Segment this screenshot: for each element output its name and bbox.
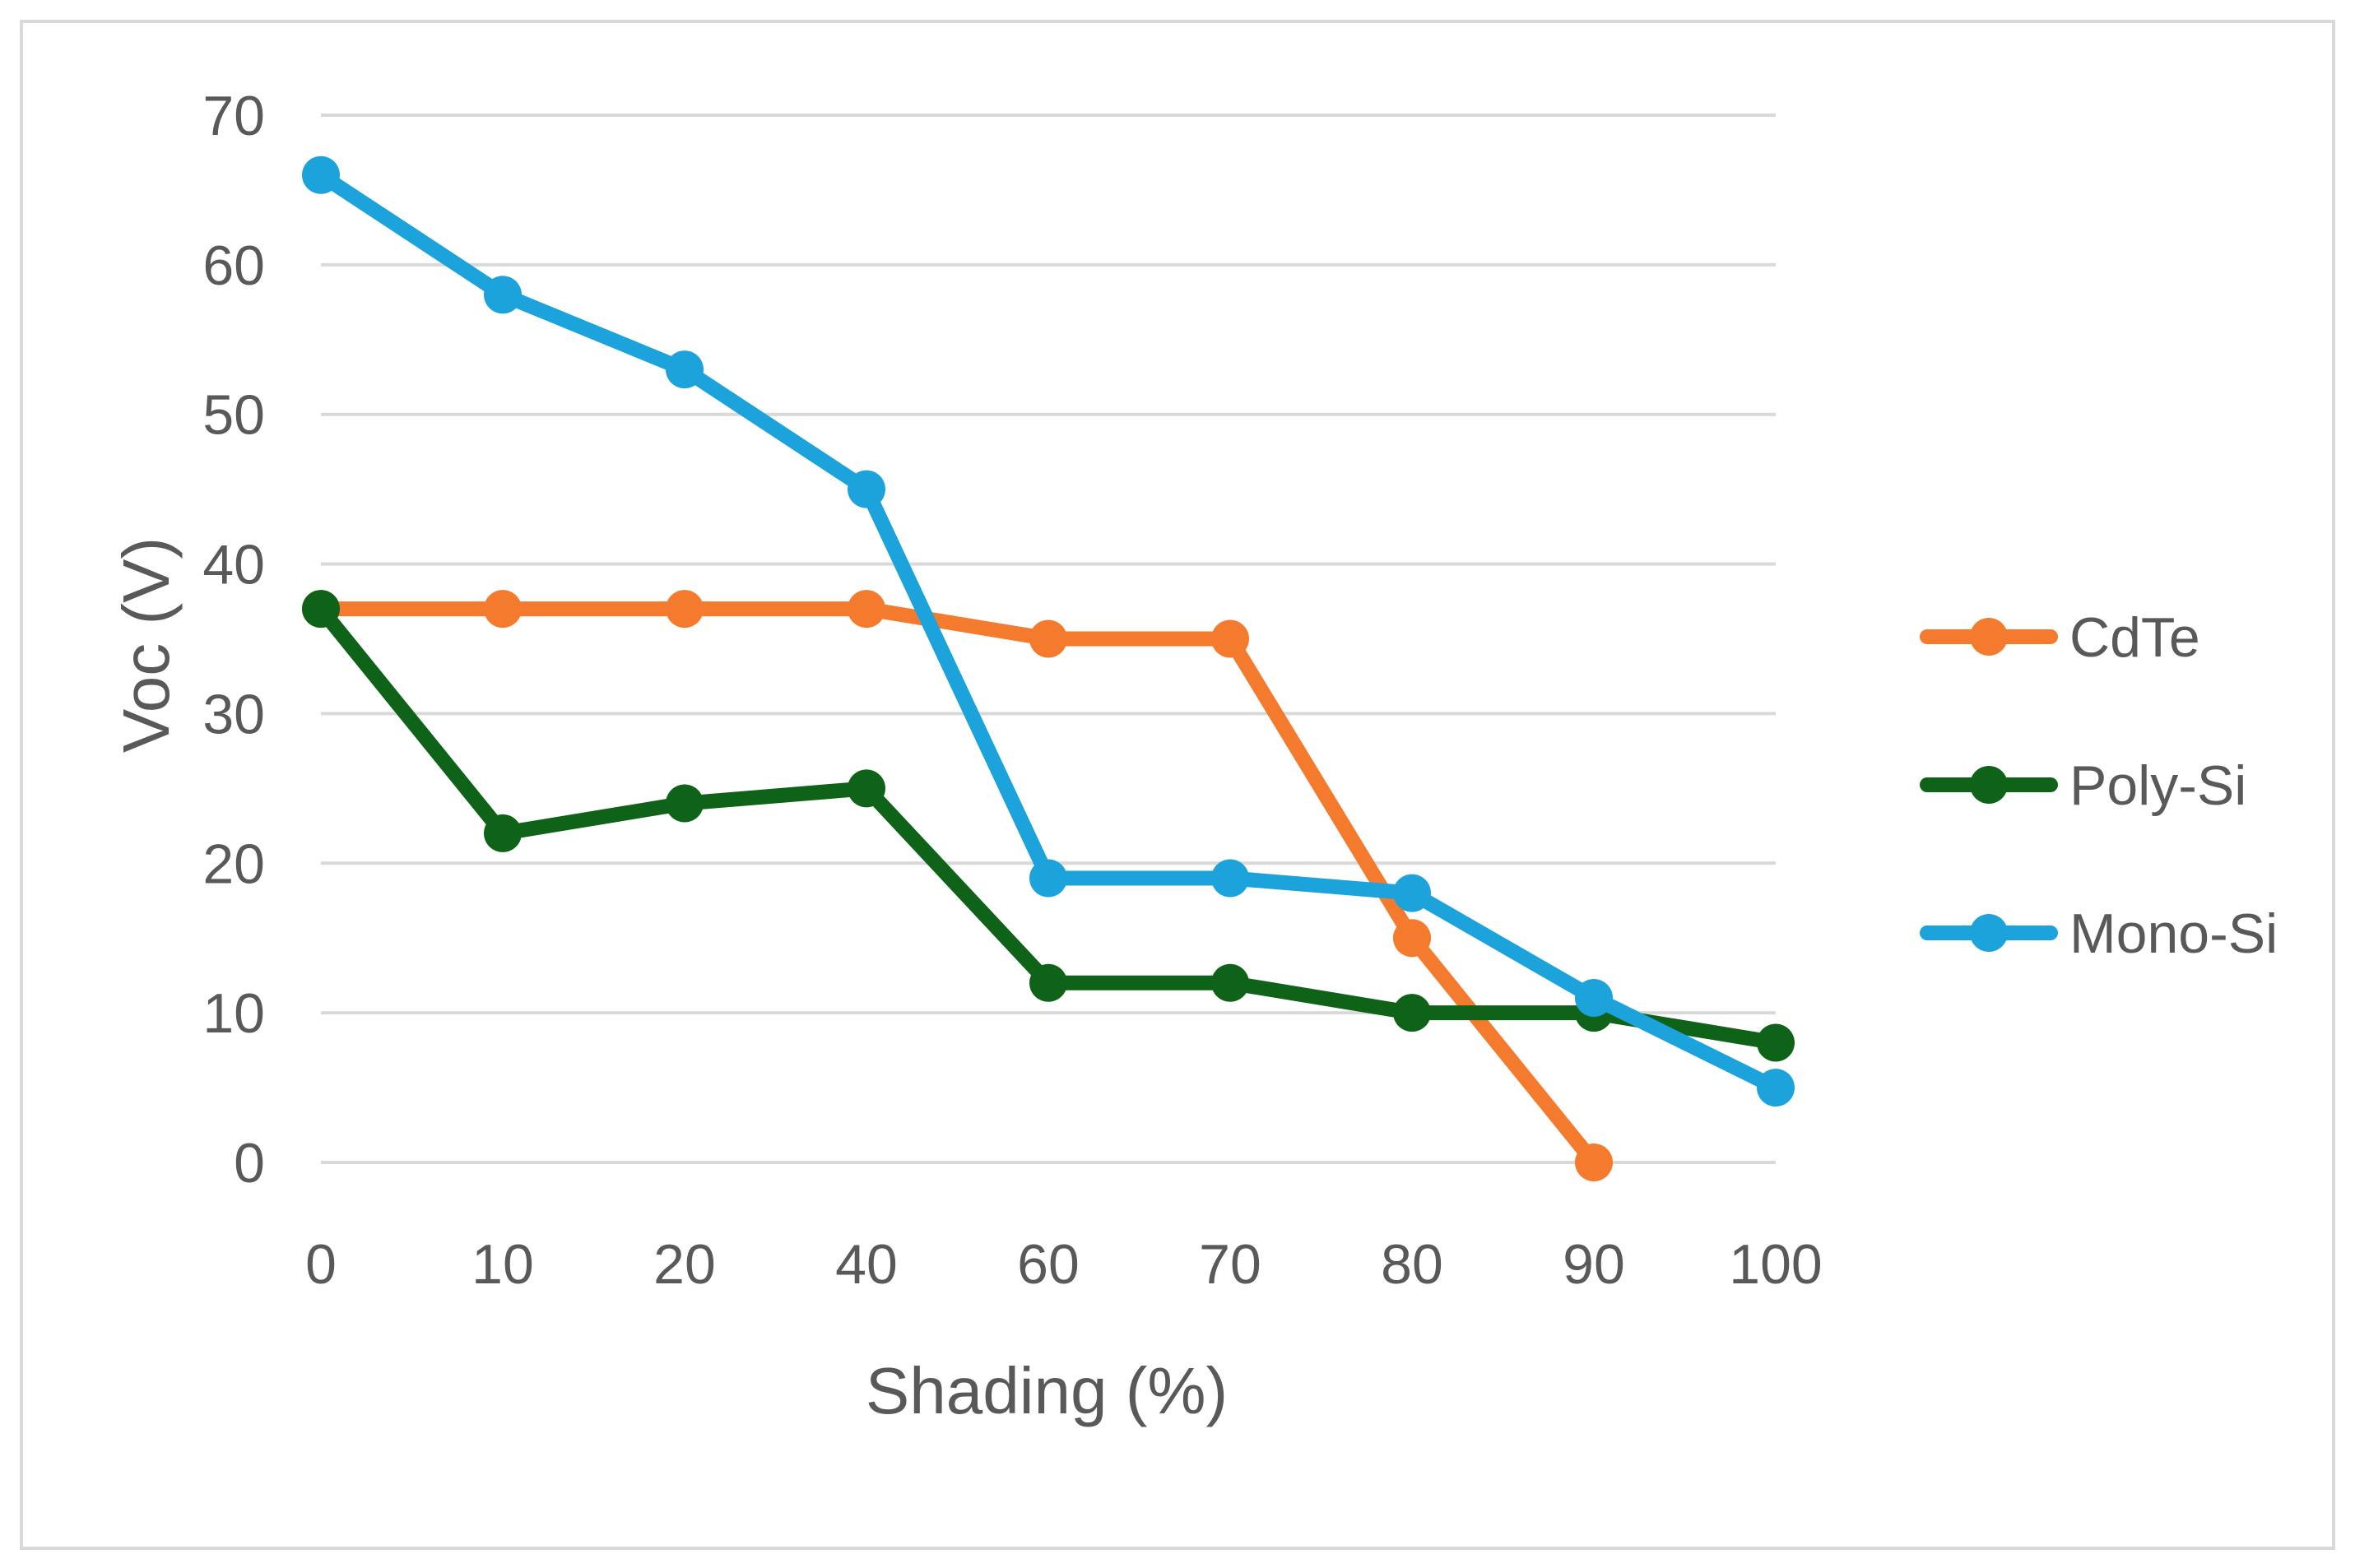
data-point: [1757, 1023, 1795, 1062]
x-axis-ticks: 0 10 20 40 60 70 80 90 100: [305, 1233, 1823, 1296]
y-tick-label: 40: [202, 534, 265, 596]
x-tick-label: 90: [1563, 1233, 1625, 1296]
data-point: [302, 590, 340, 629]
data-point: [484, 276, 522, 314]
data-point: [1757, 1069, 1795, 1107]
data-point: [484, 590, 522, 629]
x-tick-label: 40: [835, 1233, 898, 1296]
data-point: [484, 814, 522, 852]
data-point: [1029, 859, 1067, 898]
legend-swatch-marker: [1970, 618, 2008, 656]
x-tick-label: 20: [653, 1233, 716, 1296]
data-point: [1211, 963, 1249, 1002]
data-point: [848, 769, 885, 808]
legend-label: CdTe: [2069, 606, 2200, 669]
x-tick-label: 0: [305, 1233, 337, 1296]
y-tick-label: 50: [202, 384, 265, 447]
data-point: [666, 350, 704, 389]
data-point: [302, 155, 340, 194]
legend-item: CdTe: [1920, 606, 2200, 669]
legend-label: Mono-Si: [2069, 902, 2278, 965]
x-tick-label: 10: [471, 1233, 534, 1296]
data-point: [1575, 978, 1613, 1017]
data-point: [1211, 619, 1249, 658]
legend-label: Poly-Si: [2069, 754, 2246, 817]
x-tick-label: 80: [1381, 1233, 1443, 1296]
x-tick-label: 60: [1017, 1233, 1080, 1296]
legend-swatch-marker: [1970, 766, 2008, 804]
data-point: [1575, 1144, 1613, 1181]
y-axis-title: Voc (V): [109, 537, 183, 753]
y-tick-label: 0: [234, 1132, 265, 1195]
data-point: [1393, 919, 1431, 958]
y-tick-label: 30: [202, 683, 265, 745]
legend-item: Mono-Si: [1920, 902, 2278, 965]
legend-swatch-marker: [1970, 914, 2008, 952]
y-axis-ticks: 0 10 20 30 40 50 60 70: [202, 85, 265, 1195]
data-point: [848, 470, 885, 508]
legend: CdTe Poly-Si Mono-Si: [1920, 606, 2278, 965]
series-lines: [302, 155, 1795, 1181]
data-point: [666, 590, 704, 629]
data-point: [1393, 994, 1431, 1032]
data-point: [666, 784, 704, 823]
data-point: [1029, 619, 1067, 658]
data-point: [1211, 859, 1249, 898]
legend-item: Poly-Si: [1920, 754, 2246, 817]
y-tick-label: 70: [202, 85, 265, 147]
x-axis-title: Shading (%): [866, 1354, 1228, 1427]
y-tick-label: 60: [202, 234, 265, 297]
series-mono-si: [302, 155, 1795, 1107]
y-tick-label: 20: [202, 833, 265, 895]
data-point: [848, 590, 885, 629]
x-tick-label: 70: [1199, 1233, 1261, 1296]
x-tick-label: 100: [1729, 1233, 1822, 1296]
data-point: [1029, 963, 1067, 1002]
data-point: [1393, 874, 1431, 912]
y-tick-label: 10: [202, 982, 265, 1045]
